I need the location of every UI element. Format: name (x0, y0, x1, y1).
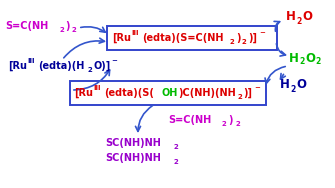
Text: 2: 2 (173, 144, 178, 150)
Text: 2: 2 (296, 17, 301, 26)
Text: O: O (296, 79, 306, 92)
Text: )]: )] (248, 33, 257, 43)
Text: 2: 2 (222, 121, 227, 127)
Text: −: − (111, 58, 117, 64)
Text: 2: 2 (299, 58, 304, 67)
Text: )]: )] (243, 88, 252, 98)
FancyBboxPatch shape (70, 81, 266, 105)
Text: III: III (27, 58, 35, 64)
Text: 2: 2 (72, 27, 77, 33)
Text: 2: 2 (242, 39, 247, 45)
Text: 2: 2 (235, 121, 240, 127)
Text: O: O (305, 52, 315, 64)
Text: III: III (131, 30, 138, 36)
Text: 2: 2 (315, 58, 320, 67)
Text: S=C(NH: S=C(NH (168, 115, 211, 125)
Text: [Ru: [Ru (112, 33, 131, 43)
Text: )C(NH)(NH: )C(NH)(NH (178, 88, 236, 98)
Text: H: H (289, 52, 299, 64)
Text: SC(NH)NH: SC(NH)NH (105, 138, 161, 148)
FancyBboxPatch shape (107, 26, 277, 50)
Text: (edta)(S=C(NH: (edta)(S=C(NH (142, 33, 223, 43)
Text: OH: OH (162, 88, 178, 98)
Text: 2: 2 (88, 67, 93, 73)
Text: [Ru: [Ru (74, 88, 93, 98)
Text: H: H (286, 11, 296, 24)
Text: III: III (93, 85, 100, 91)
Text: [Ru: [Ru (8, 61, 27, 71)
Text: ): ) (236, 33, 241, 43)
Text: ): ) (228, 115, 232, 125)
Text: SC(NH)NH: SC(NH)NH (105, 153, 161, 163)
Text: (edta)(H: (edta)(H (38, 61, 84, 71)
Text: 2: 2 (230, 39, 235, 45)
Text: O: O (302, 11, 312, 24)
Text: O)]: O)] (94, 61, 111, 71)
Text: (edta)(S(: (edta)(S( (104, 88, 154, 98)
Text: 2: 2 (237, 94, 242, 100)
Text: ): ) (65, 21, 69, 31)
Text: −: − (259, 30, 265, 36)
Text: 2: 2 (290, 84, 295, 93)
Text: S=C(NH: S=C(NH (5, 21, 48, 31)
Text: 2: 2 (173, 159, 178, 165)
Text: −: − (254, 85, 260, 91)
Text: 2: 2 (59, 27, 64, 33)
Text: H: H (280, 79, 290, 92)
